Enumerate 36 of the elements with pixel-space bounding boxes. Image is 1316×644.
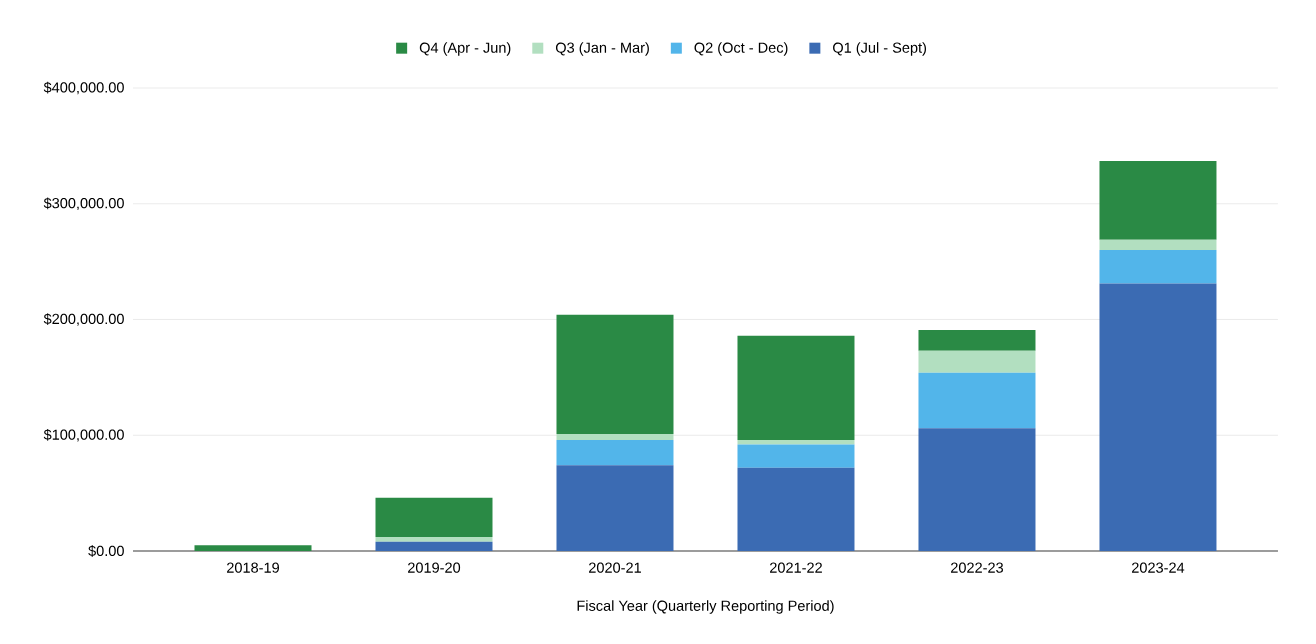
- bar: [556, 434, 674, 440]
- legend-label: Q2 (Oct - Dec): [694, 42, 788, 56]
- bar: [1099, 160, 1217, 240]
- bar: [737, 335, 855, 440]
- bar: [556, 439, 674, 466]
- bar: [1099, 239, 1217, 251]
- x-axis-title: Fiscal Year (Quarterly Reporting Period): [577, 600, 834, 614]
- bar: [918, 372, 1036, 429]
- x-tick-label: 2018-19: [227, 562, 279, 573]
- bar: [556, 465, 674, 551]
- bar: [918, 428, 1036, 551]
- x-tick-label: 2023-24: [1132, 562, 1185, 573]
- y-tick-label: $0.00: [88, 545, 124, 557]
- bar: [737, 444, 855, 468]
- x-tick-label: 2020-21: [589, 562, 641, 573]
- x-tick-label: 2022-23: [951, 562, 1004, 573]
- bar: [375, 541, 493, 551]
- bar: [737, 467, 855, 551]
- y-tick-label: $300,000.00: [43, 197, 124, 211]
- bar: [556, 314, 674, 435]
- bar: [1099, 283, 1217, 551]
- x-tick-label: 2019-20: [408, 562, 461, 573]
- legend-label: Q1 (Jul - Sept): [833, 42, 927, 56]
- legend-label: Q3 (Jan - Mar): [555, 42, 649, 56]
- bar: [918, 329, 1036, 351]
- bar: [737, 439, 855, 445]
- bar: [194, 545, 312, 551]
- bar: [375, 537, 493, 542]
- bar: [918, 350, 1036, 373]
- bar: [375, 497, 493, 538]
- y-tick-label: $200,000.00: [43, 313, 124, 326]
- y-tick-label: $100,000.00: [43, 428, 124, 442]
- legend-label: Q4 (Apr - Jun): [419, 42, 511, 56]
- bar: [1099, 250, 1217, 284]
- x-tick-label: 2021-22: [770, 562, 822, 573]
- y-tick-label: $400,000.00: [43, 81, 124, 95]
